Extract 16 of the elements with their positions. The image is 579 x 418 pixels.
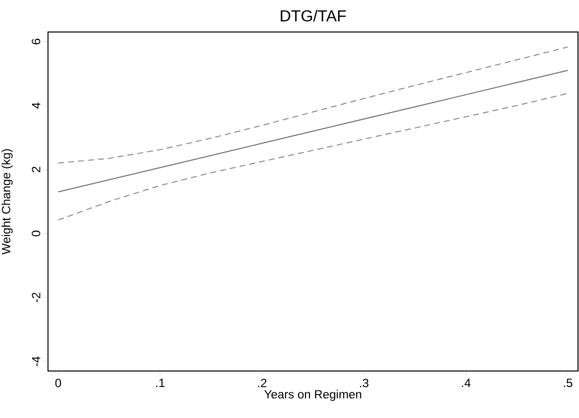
y-tick-label: -4: [32, 356, 40, 366]
chart-title: DTG/TAF: [280, 10, 346, 22]
x-tick-label: 0: [55, 378, 62, 388]
x-tick-label: .4: [462, 378, 471, 387]
y-tick-label: 0: [32, 230, 40, 236]
y-tick-label: -2: [32, 292, 40, 302]
x-axis-title: Years on Regimen: [264, 390, 362, 401]
y-tick-label: 2: [32, 166, 40, 172]
line-series: [58, 92, 568, 221]
y-tick-label: 4: [32, 102, 40, 109]
x-tick-label: .2: [258, 378, 266, 388]
y-tick-label: 6: [32, 38, 40, 44]
x-tick-label: .1: [156, 378, 165, 387]
y-axis-title: Weight Change (kg): [2, 149, 13, 254]
x-tick-label: .5: [564, 378, 572, 388]
x-tick-label: .3: [360, 378, 368, 388]
